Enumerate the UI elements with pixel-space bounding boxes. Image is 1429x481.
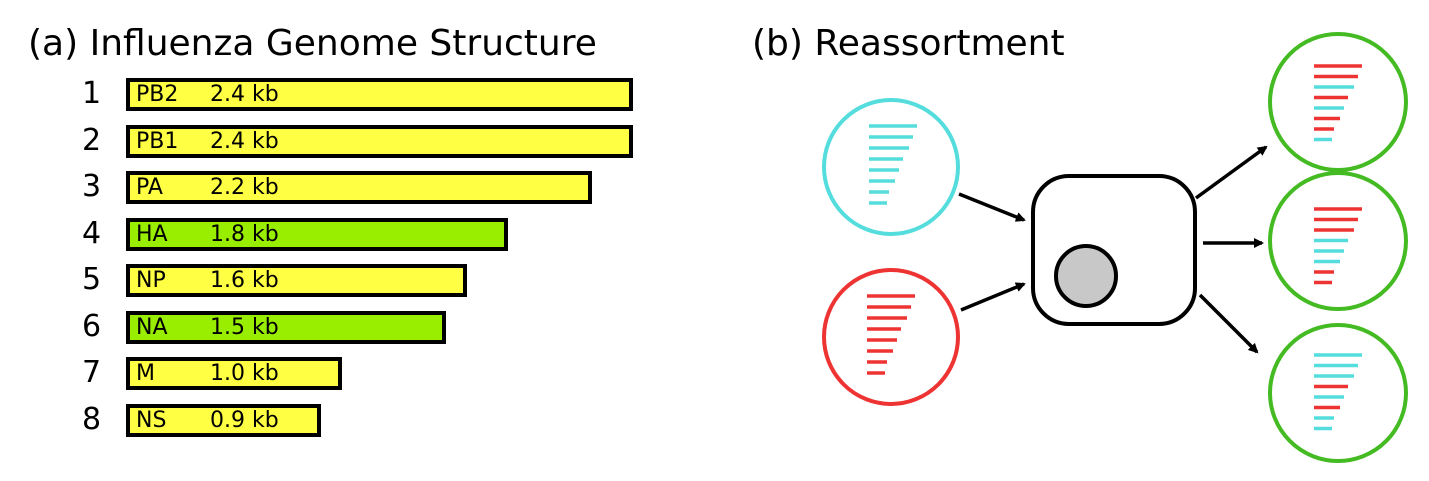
arrow <box>1198 293 1259 354</box>
genome-segment-pb2: 1 PB2 2.4 kb <box>0 76 700 112</box>
arrow <box>1194 145 1268 200</box>
parent-virus-b <box>822 268 960 406</box>
arrow <box>958 192 1026 222</box>
segment-name: HA <box>136 221 168 247</box>
segment-size: 1.5 kb <box>210 314 279 340</box>
segment-size: 1.8 kb <box>210 221 279 247</box>
host-cell <box>1031 174 1197 326</box>
segment-name: M <box>136 361 155 386</box>
panel-b-title: (b) Reassortment <box>752 23 1065 64</box>
segment-size: 1.0 kb <box>210 361 279 386</box>
segment-number: 2 <box>82 122 102 158</box>
genome-segment-na: 6 NA 1.5 kb <box>0 309 700 345</box>
virus-envelope <box>1268 323 1408 463</box>
segment-number: 5 <box>82 262 102 297</box>
segment-bar: NA 1.5 kb <box>126 310 446 344</box>
genome-segment-ha: 4 HA 1.8 kb <box>0 216 700 252</box>
genome-segment-pb1: 2 PB1 2.4 kb <box>0 123 700 159</box>
segment-size: 2.4 kb <box>210 82 279 107</box>
segment-name: NP <box>136 268 166 293</box>
segment-name: PB1 <box>136 128 179 154</box>
segment-bar: PB1 2.4 kb <box>126 124 634 158</box>
segment-name: PA <box>136 175 163 200</box>
progeny-virus <box>1268 323 1408 463</box>
segment-bar: HA 1.8 kb <box>126 217 509 251</box>
segment-size: 1.6 kb <box>210 268 279 293</box>
segment-size: 2.4 kb <box>210 128 279 154</box>
arrow <box>960 282 1026 312</box>
progeny-virus <box>1268 171 1408 311</box>
segment-number: 3 <box>82 169 102 204</box>
segment-number: 8 <box>82 401 102 437</box>
segment-bar: NS 0.9 kb <box>126 403 322 437</box>
segment-number: 4 <box>82 215 102 251</box>
segment-number: 7 <box>82 355 102 390</box>
virus-envelope <box>1268 32 1408 172</box>
segment-bar: NP 1.6 kb <box>126 264 467 297</box>
genome-segment-m: 7 M 1.0 kb <box>0 355 700 391</box>
panel-a-title: (a) Influenza Genome Structure <box>28 23 597 64</box>
segment-name: NA <box>136 314 168 340</box>
segment-number: 1 <box>82 76 102 111</box>
genome-segment-ns: 8 NS 0.9 kb <box>0 402 700 438</box>
virus-envelope <box>822 98 960 236</box>
genome-segment-pa: 3 PA 2.2 kb <box>0 169 700 205</box>
cell-nucleus <box>1054 244 1118 308</box>
cell-membrane <box>1031 174 1197 326</box>
segment-name: NS <box>136 407 167 433</box>
segment-number: 6 <box>82 308 102 344</box>
parent-virus-a <box>822 98 960 236</box>
virus-envelope <box>822 268 960 406</box>
genome-segment-np: 5 NP 1.6 kb <box>0 262 700 298</box>
segment-bar: PA 2.2 kb <box>126 171 592 204</box>
segment-name: PB2 <box>136 82 179 107</box>
segment-bar: PB2 2.4 kb <box>126 78 634 111</box>
progeny-virus <box>1268 32 1408 172</box>
segment-size: 2.2 kb <box>210 175 279 200</box>
segment-size: 0.9 kb <box>210 407 279 433</box>
segment-bar: M 1.0 kb <box>126 357 342 390</box>
